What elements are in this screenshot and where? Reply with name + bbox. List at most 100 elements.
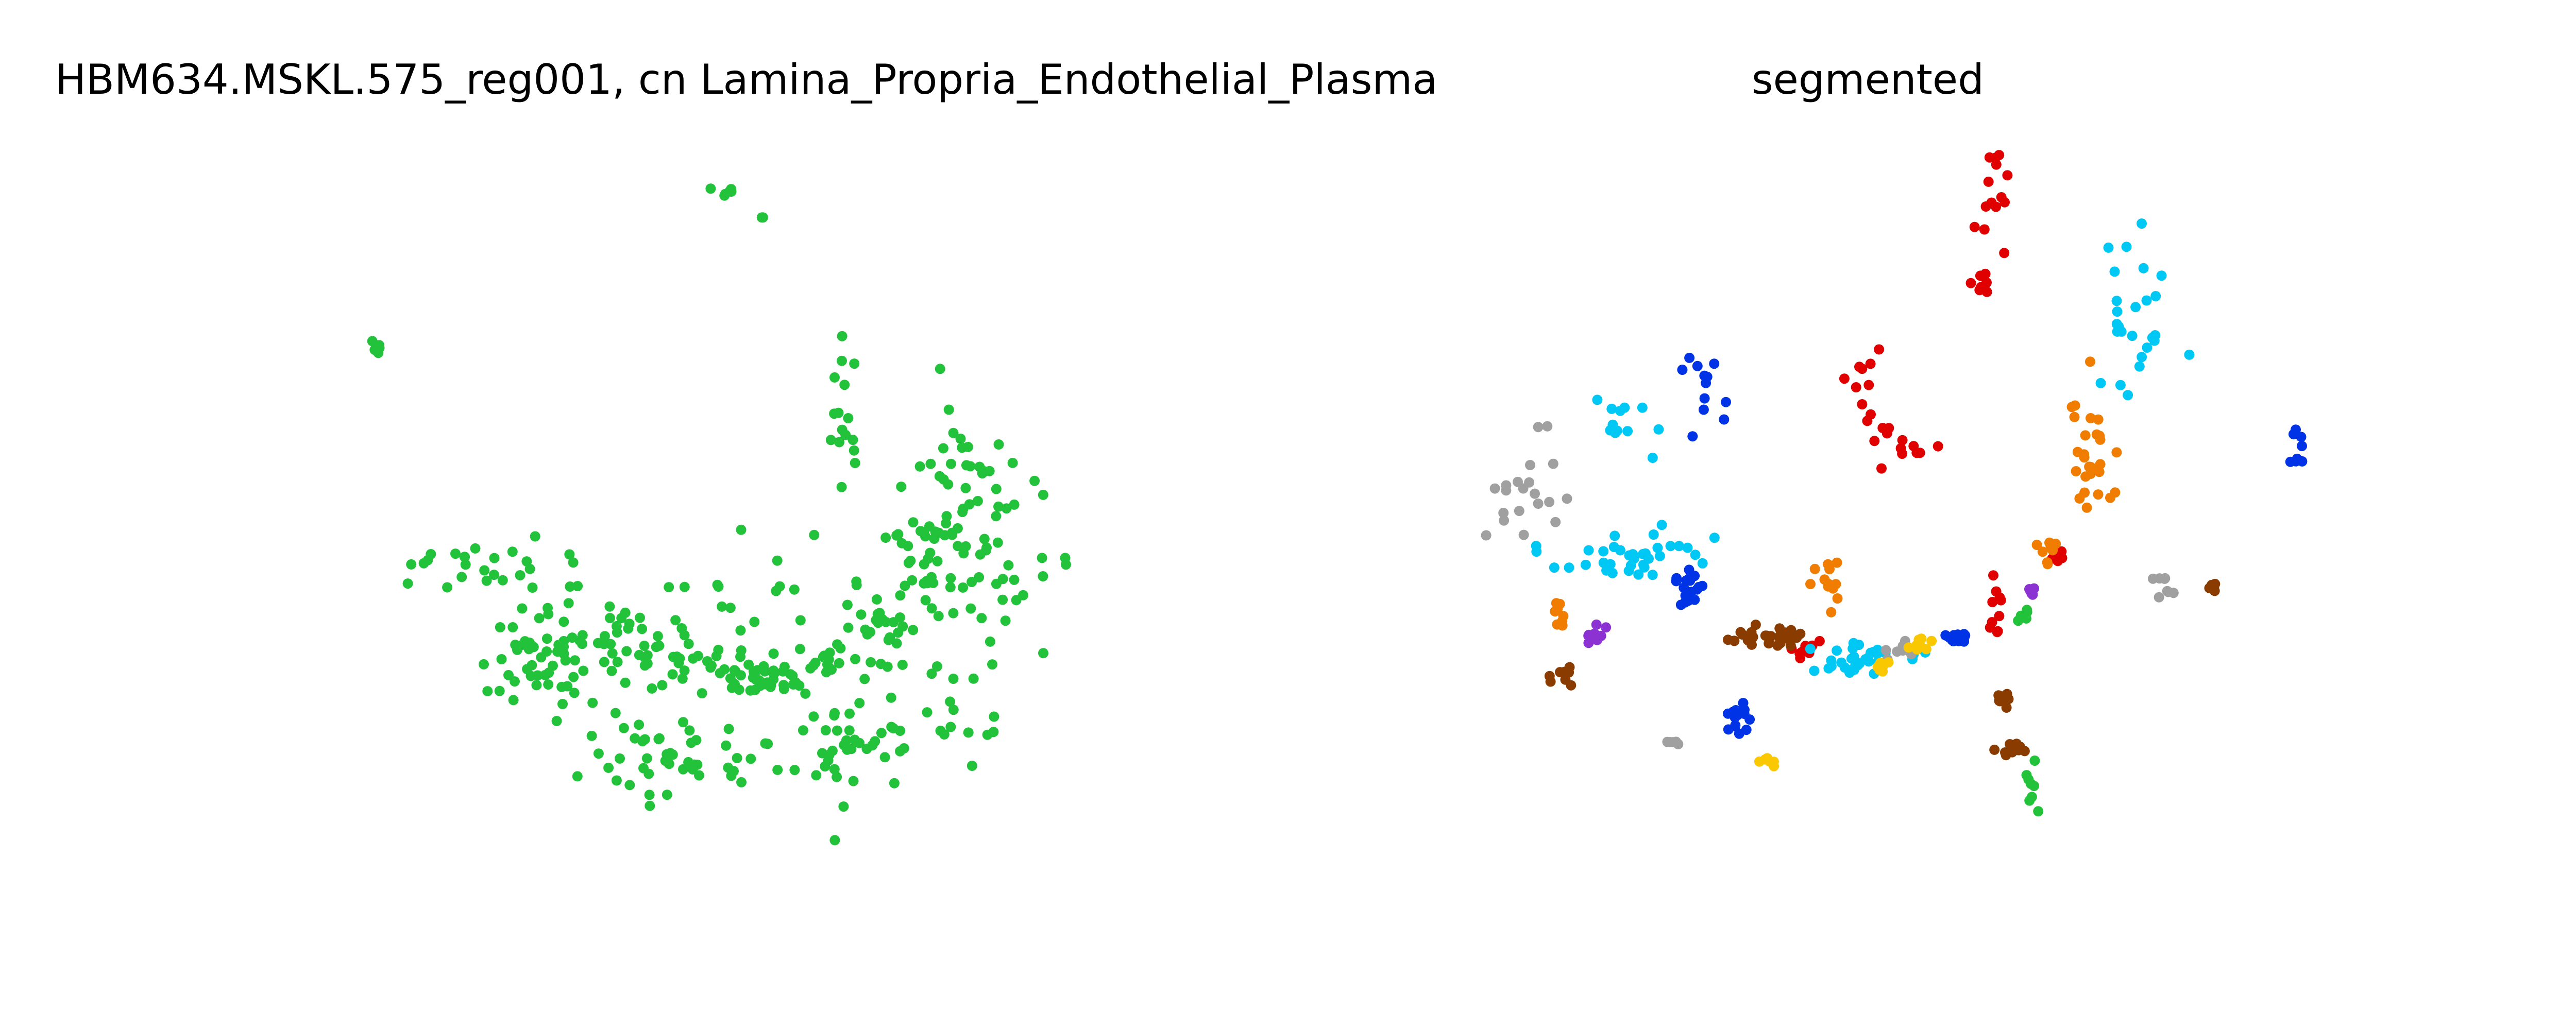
scatter-point	[885, 632, 895, 643]
scatter-point	[984, 466, 995, 476]
scatter-point	[732, 753, 742, 763]
scatter-point	[1530, 488, 1540, 499]
scatter-point	[893, 627, 904, 638]
scatter-point	[820, 725, 831, 735]
scatter-point	[2115, 380, 2126, 390]
scatter-point	[1991, 159, 2002, 170]
scatter-point	[512, 644, 522, 655]
scatter-point	[637, 624, 648, 634]
scatter-point	[1524, 477, 1535, 488]
scatter-point	[1633, 569, 1644, 580]
scatter-point	[1826, 661, 1837, 672]
scatter-point	[470, 543, 481, 554]
scatter-point	[1583, 545, 1594, 556]
scatter-point	[1764, 638, 1774, 649]
scatter-point	[2103, 242, 2114, 253]
scatter-point	[565, 581, 575, 592]
scatter-point	[945, 582, 956, 593]
scatter-point	[605, 613, 615, 624]
scatter-point	[960, 483, 971, 493]
scatter-point	[967, 761, 977, 771]
scatter-point	[914, 461, 925, 472]
scatter-point	[945, 696, 956, 707]
scatter-point	[1654, 551, 1665, 561]
scatter-point	[697, 688, 707, 699]
scatter-point	[665, 748, 676, 759]
scatter-point	[2291, 424, 2301, 435]
scatter-point	[907, 575, 918, 586]
scatter-point	[1965, 278, 1976, 288]
scatter-point	[2130, 302, 2141, 313]
scatter-point	[2020, 612, 2031, 623]
scatter-point	[854, 698, 865, 709]
scatter-point	[1037, 553, 1047, 563]
scatter-point	[442, 582, 453, 593]
scatter-point	[1762, 753, 1773, 764]
scatter-point	[1622, 426, 1633, 437]
scatter-point	[1994, 592, 2005, 603]
scatter-point	[2123, 390, 2133, 401]
scatter-point	[850, 654, 860, 664]
scatter-point	[1809, 665, 1820, 676]
scatter-point	[2033, 806, 2044, 817]
scatter-point	[2000, 747, 2010, 758]
scatter-point	[1550, 606, 1561, 617]
scatter-point	[587, 697, 598, 708]
scatter-point	[1883, 657, 1894, 668]
scatter-point	[844, 725, 855, 736]
scatter-point	[1981, 286, 1992, 297]
scatter-point	[834, 437, 844, 448]
scatter-point	[1774, 630, 1785, 641]
scatter-point	[593, 748, 604, 759]
scatter-point	[979, 534, 990, 544]
scatter-point	[895, 746, 905, 757]
scatter-point	[1880, 645, 1891, 656]
scatter-point	[641, 753, 652, 764]
scatter-point	[924, 521, 935, 532]
scatter-point	[2093, 489, 2104, 500]
scatter-point	[953, 541, 963, 552]
scatter-point	[1598, 546, 1609, 557]
scatter-point	[1647, 570, 1658, 580]
scatter-point	[832, 771, 842, 782]
scatter-point	[2154, 592, 2164, 603]
scatter-point	[833, 407, 844, 418]
scatter-point	[479, 565, 490, 576]
scatter-point	[569, 655, 580, 666]
scatter-point	[895, 590, 906, 601]
scatter-point	[2163, 587, 2174, 597]
scatter-point	[871, 594, 882, 605]
scatter-point	[638, 763, 649, 774]
scatter-point	[1760, 630, 1771, 641]
scatter-point	[1992, 626, 2003, 637]
scatter-point	[507, 622, 518, 632]
scatter-point	[1601, 622, 1612, 633]
scatter-point	[510, 676, 520, 687]
scatter-point	[1860, 654, 1871, 665]
scatter-point	[948, 427, 959, 438]
scatter-point	[1552, 619, 1563, 630]
scatter-point	[920, 595, 931, 606]
scatter-point	[987, 659, 997, 670]
scatter-point	[879, 752, 890, 763]
scatter-point	[644, 789, 655, 800]
scatter-point	[1754, 756, 1765, 767]
scatter-point	[489, 553, 500, 563]
scatter-point	[1648, 529, 1659, 540]
scatter-point	[2080, 430, 2091, 441]
scatter-point	[2053, 556, 2063, 566]
scatter-point	[1560, 674, 1571, 685]
scatter-point	[876, 728, 887, 739]
scatter-point	[974, 572, 985, 582]
scatter-point	[1653, 424, 1664, 435]
scatter-point	[1882, 428, 1892, 439]
scatter-point	[1656, 520, 1667, 530]
scatter-point	[795, 615, 806, 626]
scatter-point	[677, 673, 688, 684]
scatter-point	[1684, 352, 1695, 363]
scatter-point	[840, 430, 851, 440]
scatter-point	[1542, 421, 1553, 432]
scatter-point	[1874, 664, 1885, 675]
scatter-point	[749, 616, 760, 627]
scatter-point	[1624, 550, 1635, 561]
